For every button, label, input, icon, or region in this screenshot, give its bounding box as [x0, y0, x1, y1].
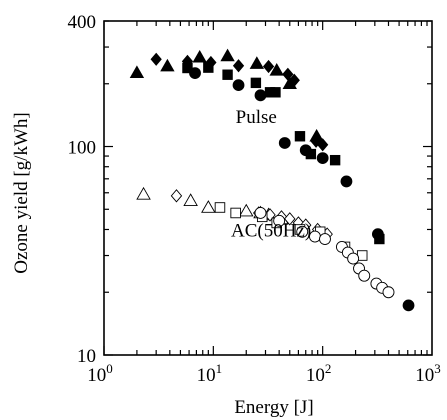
plot-area — [103, 20, 433, 356]
filled-circle-point — [232, 79, 245, 92]
filled-diamond-point — [288, 73, 300, 87]
open-triangle-point — [201, 200, 216, 213]
x-tick-label: 102 — [306, 361, 332, 386]
filled-circle-point — [316, 152, 329, 164]
filled-diamond-point — [150, 52, 162, 66]
open-diamond-point — [284, 212, 296, 226]
filled-square-point — [329, 154, 341, 166]
filled-square-point — [222, 69, 233, 80]
filled-circle-point — [402, 299, 415, 312]
axes — [103, 20, 432, 356]
filled-square-point — [294, 131, 306, 142]
filled-diamond-point — [310, 134, 322, 148]
filled-diamond-point — [262, 59, 275, 74]
y-axis-title: Ozone yield [g/kWh] — [11, 112, 32, 273]
x-tick-label: 100 — [87, 361, 113, 386]
plot-frame — [103, 20, 433, 356]
open-circle-point — [254, 207, 267, 219]
filled-circle-point — [340, 175, 353, 188]
filled-square-point — [203, 62, 214, 73]
open-circle-point — [358, 269, 371, 282]
filled-circle-point — [189, 67, 201, 79]
x-tick-label: 103 — [415, 361, 441, 386]
open-triangle-point — [238, 203, 254, 217]
open-circle-point — [347, 252, 360, 265]
open-square-point — [214, 202, 226, 213]
filled-square-point — [250, 77, 262, 89]
open-circle-point — [319, 233, 331, 245]
filled-circle-point — [371, 228, 384, 241]
y-tick-label: 10 — [77, 346, 96, 367]
open-triangle-point — [183, 193, 198, 206]
data-markers — [129, 48, 415, 312]
filled-circle-point — [254, 89, 267, 102]
annotation-pulse: Pulse — [236, 107, 277, 128]
filled-triangle-point — [129, 65, 145, 78]
filled-triangle-point — [269, 63, 284, 76]
filled-triangle-point — [249, 56, 265, 69]
filled-circle-point — [278, 137, 291, 149]
open-circle-point — [296, 225, 309, 238]
filled-square-point — [270, 87, 281, 98]
filled-triangle-point — [220, 48, 235, 62]
filled-circle-point — [299, 144, 312, 157]
filled-diamond-point — [232, 59, 245, 73]
x-tick-label: 101 — [197, 361, 223, 386]
y-tick-label: 100 — [68, 138, 97, 159]
open-circle-point — [273, 214, 286, 227]
filled-triangle-point — [192, 49, 207, 63]
filled-diamond-point — [282, 67, 294, 81]
x-axis-title: Energy [J] — [234, 397, 313, 418]
open-square-point — [230, 207, 241, 219]
open-diamond-point — [170, 189, 183, 203]
open-circle-point — [382, 286, 395, 299]
filled-diamond-point — [317, 138, 329, 152]
open-triangle-point — [136, 186, 151, 200]
filled-triangle-point — [160, 58, 175, 72]
y-tick-label: 400 — [68, 12, 97, 33]
annotation-ac-50hz: AC(50Hz) — [231, 221, 311, 242]
